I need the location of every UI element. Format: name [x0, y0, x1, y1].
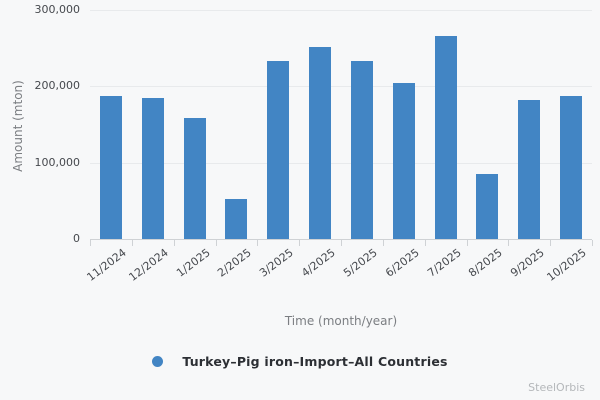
y-tick-label: 200,000 [34, 79, 81, 93]
bar-4/2025[interactable] [309, 46, 332, 239]
x-tick [299, 240, 301, 246]
bar-6/2025[interactable] [392, 83, 415, 239]
x-tick [592, 240, 593, 246]
bar-5/2025[interactable] [350, 61, 373, 239]
gridline [90, 86, 592, 88]
bar-3/2025[interactable] [267, 61, 290, 239]
x-tick-label: 4/2025 [299, 246, 338, 280]
gridline [90, 162, 592, 164]
x-tick-label: 12/2024 [126, 246, 171, 284]
bar-11/2024[interactable] [99, 96, 122, 239]
bar-8/2025[interactable] [476, 174, 499, 239]
x-tick-label: 10/2025 [544, 246, 589, 284]
x-tick-label: 5/2025 [340, 246, 380, 280]
watermark: SteelOrbis [528, 381, 585, 394]
legend-label: Turkey–Pig iron–Import–All Countries [182, 354, 448, 369]
x-tick-label: 7/2025 [424, 246, 464, 280]
y-tick-label: 300,000 [34, 3, 81, 16]
bar-12/2024[interactable] [141, 97, 164, 239]
bar-7/2025[interactable] [434, 35, 457, 239]
bar-1/2025[interactable] [183, 118, 206, 239]
y-tick-label: 100,000 [34, 155, 81, 169]
bar-10/2025[interactable] [560, 95, 583, 239]
x-tick [257, 240, 259, 246]
x-tick [508, 240, 510, 246]
x-tick [90, 240, 91, 246]
x-tick [424, 240, 426, 246]
bar-series [90, 10, 592, 239]
x-tick [466, 240, 468, 246]
x-tick [341, 240, 342, 246]
x-tick [550, 240, 552, 246]
gridline [90, 10, 592, 11]
x-tick-label: 6/2025 [382, 246, 422, 280]
bar-2/2025[interactable] [225, 199, 248, 239]
x-tick [173, 240, 175, 246]
plot-area [90, 10, 592, 240]
x-tick [382, 240, 384, 246]
x-tick [215, 240, 217, 246]
legend-item[interactable]: Turkey–Pig iron–Import–All Countries [0, 354, 600, 369]
y-tick-label: 0 [73, 232, 80, 245]
x-tick [131, 240, 133, 246]
x-axis-title: Time (month/year) [284, 314, 398, 328]
x-tick-label: 11/2024 [84, 246, 129, 284]
x-tick-label: 3/2025 [257, 246, 297, 280]
x-tick-label: 8/2025 [466, 246, 506, 280]
x-tick-label: 9/2025 [508, 246, 548, 280]
x-tick-label: 2/2025 [215, 246, 255, 280]
x-tick-label: 1/2025 [173, 246, 213, 280]
legend-marker-icon [152, 356, 164, 367]
bar-9/2025[interactable] [518, 100, 541, 239]
